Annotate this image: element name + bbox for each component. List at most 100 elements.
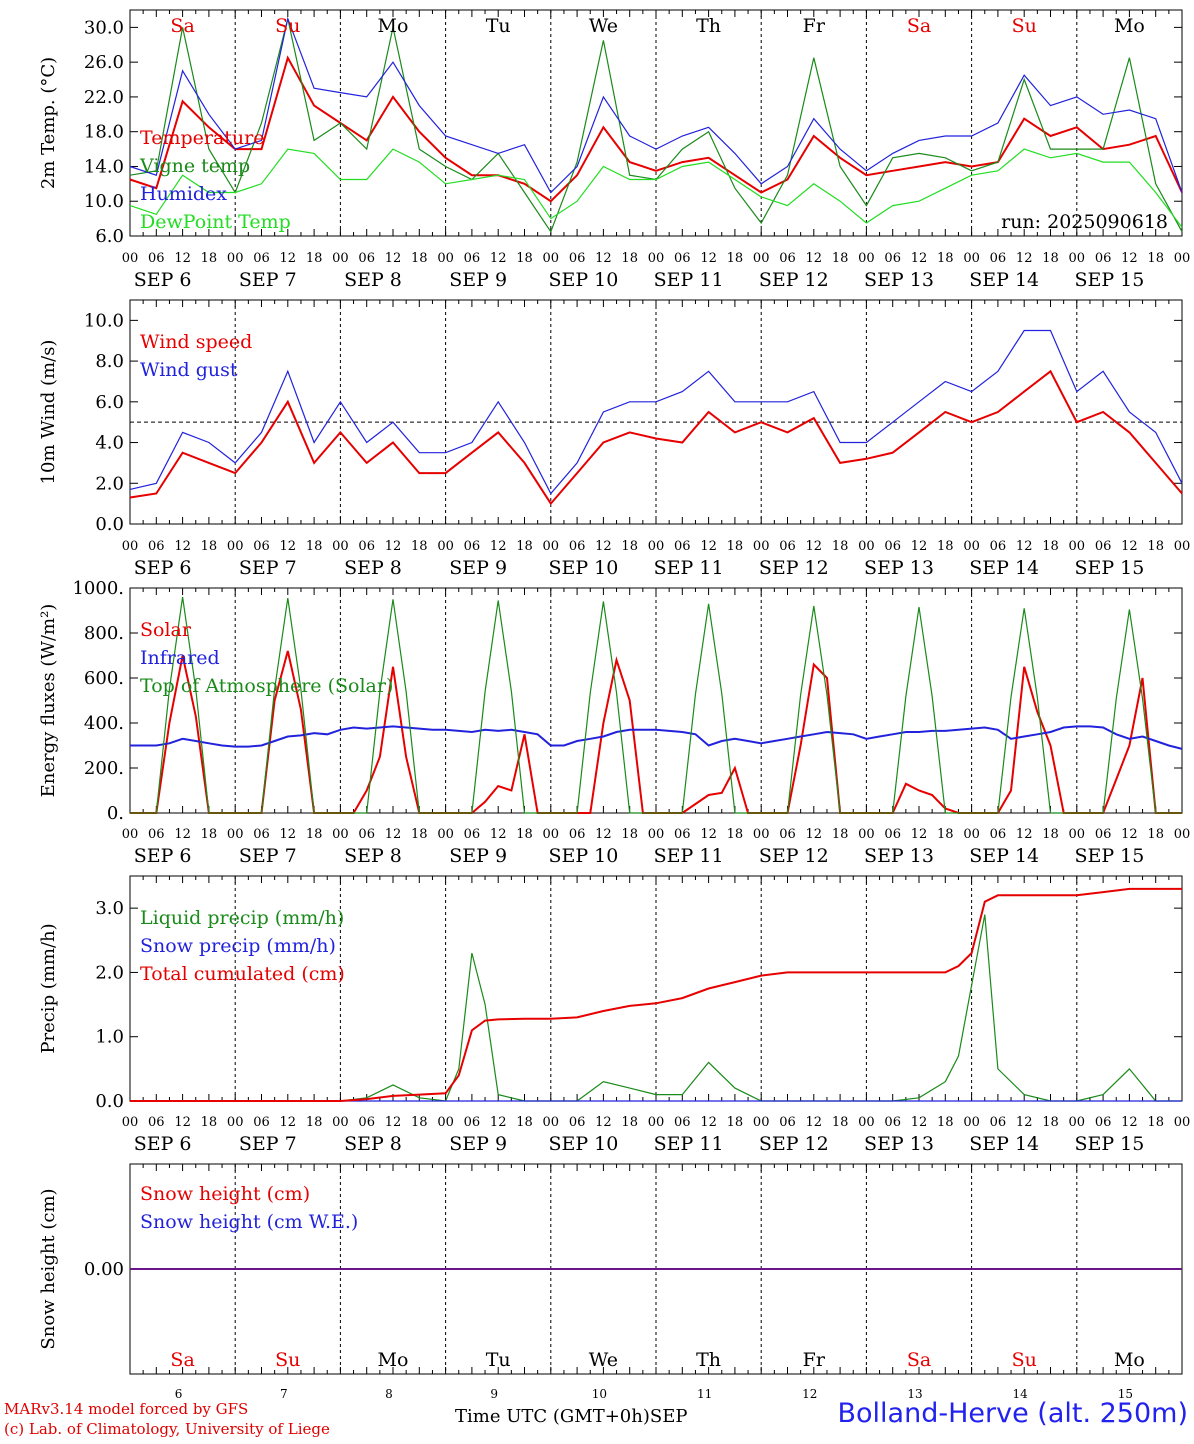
hour-label: 06 [990, 251, 1007, 266]
legend-entry: Vigne temp [139, 155, 250, 177]
day-label: SEP 7 [239, 1133, 297, 1155]
y-axis-label: 10m Wind (m/s) [38, 340, 59, 485]
day-label: SEP 13 [864, 557, 934, 579]
day-label: SEP 7 [239, 269, 297, 291]
hour-label: 00 [437, 251, 454, 266]
hour-label: 00 [543, 251, 560, 266]
hour-label: 06 [148, 539, 165, 554]
hour-label: 06 [884, 827, 901, 842]
day-name: Sa [907, 15, 931, 37]
y-tick-label: 4.0 [95, 433, 124, 454]
hour-label: 06 [884, 539, 901, 554]
hour-label: 12 [1121, 1115, 1138, 1130]
hour-label: 18 [1147, 251, 1164, 266]
hour-label: 06 [569, 251, 586, 266]
series-line-dewpoint-temp [129, 148, 1183, 228]
hour-label: 12 [700, 827, 717, 842]
day-label: SEP 14 [969, 1133, 1039, 1155]
legend-entry: Total cumulated (cm) [140, 963, 345, 985]
hour-label: 18 [1147, 1115, 1164, 1130]
hour-label: 00 [122, 539, 139, 554]
hour-label: 00 [963, 827, 980, 842]
day-label: SEP 8 [344, 845, 402, 867]
hour-label: 06 [358, 539, 375, 554]
hour-label: 00 [332, 251, 349, 266]
hour-label: 06 [990, 539, 1007, 554]
hour-label: 06 [884, 1115, 901, 1130]
hour-label: 12 [490, 539, 507, 554]
hour-label: 06 [358, 1115, 375, 1130]
hour-label: 12 [1016, 251, 1033, 266]
lab-credit-line: (c) Lab. of Climatology, University of L… [4, 1420, 330, 1438]
y-axis-label: Energy fluxes (W/m²) [38, 604, 59, 798]
hour-label: 00 [858, 539, 875, 554]
time-axis-title: Time UTC (GMT+0h) [455, 1406, 650, 1427]
day-number: 13 [907, 1387, 922, 1401]
hour-label: 00 [963, 539, 980, 554]
day-name: Su [275, 1349, 300, 1371]
hour-label: 00 [753, 827, 770, 842]
hour-label: 06 [1095, 539, 1112, 554]
hour-label: 06 [1095, 1115, 1112, 1130]
day-name: Sa [907, 1349, 931, 1371]
hour-label: 06 [148, 1115, 165, 1130]
hour-label: 06 [464, 1115, 481, 1130]
hour-label: 06 [779, 251, 796, 266]
day-name: We [589, 15, 618, 37]
legend-entry: Solar [140, 619, 192, 641]
hour-label: 00 [1069, 251, 1086, 266]
hour-label: 00 [332, 1115, 349, 1130]
y-tick-label: 400. [84, 713, 124, 734]
hour-label: 12 [911, 827, 928, 842]
hour-label: 06 [779, 539, 796, 554]
hour-label: 18 [621, 1115, 638, 1130]
day-label: SEP 15 [1074, 557, 1144, 579]
day-label: SEP 11 [654, 1133, 724, 1155]
hour-label: 12 [1016, 827, 1033, 842]
day-name: Mo [378, 15, 409, 37]
station-name: Bolland-Herve (alt. 250m) [837, 1398, 1188, 1429]
hour-label: 00 [963, 251, 980, 266]
day-number: 9 [490, 1387, 498, 1401]
hour-label: 12 [280, 1115, 297, 1130]
hour-label: 12 [595, 251, 612, 266]
panel-precip [129, 875, 1183, 1102]
day-label: SEP 11 [654, 845, 724, 867]
series-line-humidex [129, 16, 1183, 194]
hour-label: 00 [963, 1115, 980, 1130]
hour-label: 00 [648, 827, 665, 842]
hour-label: 06 [990, 1115, 1007, 1130]
day-label: SEP 7 [239, 845, 297, 867]
day-label: SEP 8 [344, 557, 402, 579]
hour-label: 00 [543, 827, 560, 842]
y-tick-label: 0.0 [95, 1091, 124, 1112]
hour-label: 00 [227, 1115, 244, 1130]
day-label: SEP 14 [969, 557, 1039, 579]
hour-label: 00 [1069, 827, 1086, 842]
day-label: SEP 9 [449, 557, 507, 579]
hour-label: 12 [911, 251, 928, 266]
hour-label: 18 [516, 827, 533, 842]
y-tick-label: 3.0 [95, 898, 124, 919]
hour-label: 06 [569, 827, 586, 842]
hour-label: 12 [806, 539, 823, 554]
hour-label: 00 [1174, 251, 1191, 266]
hour-label: 06 [569, 539, 586, 554]
y-tick-label: 800. [84, 623, 124, 644]
hour-label: 06 [358, 827, 375, 842]
hour-label: 06 [779, 1115, 796, 1130]
day-label: SEP 13 [864, 845, 934, 867]
hour-label: 12 [806, 1115, 823, 1130]
hour-label: 18 [411, 251, 428, 266]
hour-label: 00 [1174, 827, 1191, 842]
hour-label: 00 [543, 1115, 560, 1130]
hour-label: 12 [1121, 539, 1138, 554]
hour-label: 12 [911, 1115, 928, 1130]
hour-label: 18 [1042, 1115, 1059, 1130]
hour-label: 18 [411, 539, 428, 554]
day-number: 7 [280, 1387, 288, 1401]
day-label: SEP 15 [1074, 1133, 1144, 1155]
hour-label: 06 [779, 827, 796, 842]
hour-label: 00 [648, 251, 665, 266]
